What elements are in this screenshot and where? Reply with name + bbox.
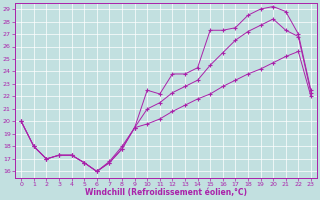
X-axis label: Windchill (Refroidissement éolien,°C): Windchill (Refroidissement éolien,°C) bbox=[85, 188, 247, 197]
